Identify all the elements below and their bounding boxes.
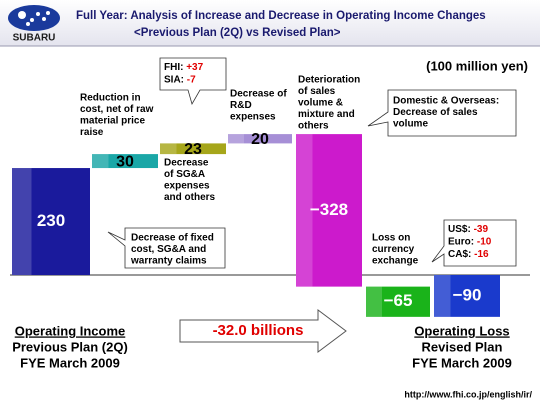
bar-shade [160,143,177,155]
callout-value: +37 [186,62,203,73]
callout [159,57,227,106]
right-label: FYE March 2009 [412,355,512,370]
callout-value: -16 [474,249,489,260]
bar [12,168,90,275]
callout [367,89,517,137]
bar [160,143,226,155]
value-label: 20 [251,131,269,148]
bar-shade [92,154,109,169]
footer: http://www.fhi.co.jp/english/ir/ [404,389,532,399]
callout-text: FHI: +37 [164,62,204,73]
callout-value: -10 [477,236,492,247]
callout-text: cost, SG&A and [131,244,206,255]
category-label: Decrease of [230,89,287,100]
callout-text: warranty claims [130,256,207,267]
category-label: expenses [164,181,210,192]
bar-shade [228,134,244,144]
callout-text: Decrease of sales [393,107,478,118]
category-label: Loss on [372,233,410,244]
bar-shade [434,275,451,317]
unit: (100 million yen) [426,58,528,73]
logo-mark [8,5,60,31]
value-label: 23 [184,141,202,158]
callout-text: US$: -39 [448,224,488,235]
callout-text: Decrease of fixed [131,233,214,244]
category-label: and others [164,192,216,203]
category-label: of sales [298,86,336,97]
bar [366,286,430,317]
callout-text: Euro: -10 [448,236,492,247]
subtitle: <Previous Plan (2Q) vs Revised Plan> [134,27,341,39]
callout-text: SIA: -7 [164,74,196,85]
left-label: FYE March 2009 [20,355,120,370]
value-label: −65 [384,291,413,310]
left-label: Previous Plan (2Q) [12,339,128,354]
category-label: Reduction in [80,93,141,104]
value-label: −90 [453,285,482,304]
left-label: Operating Income [15,323,126,338]
category-label: others [298,121,329,132]
bar [434,275,500,317]
callout-value: -7 [187,74,196,85]
header-band [0,0,540,46]
right-label: Operating Loss [414,323,509,338]
category-label: raise [80,127,104,138]
category-label: Deterioration [298,75,360,86]
value-label: 230 [37,211,65,230]
category-label: volume & [298,98,343,109]
callout-key: CA$: [448,249,474,260]
category-label: R&D [230,100,252,111]
callout-text: volume [393,119,428,130]
logo-stars [18,11,50,26]
callout [107,227,226,269]
category-label: material price [80,116,145,127]
bar-shade [12,168,32,275]
callout-key: SIA: [164,74,187,85]
bar [228,134,292,144]
bar [296,134,362,287]
bar-shade [296,134,313,287]
callout-text: Domestic & Overseas: [393,96,499,107]
category-label: exchange [372,256,419,267]
category-label: mixture and [298,109,355,120]
bar-shade [366,286,382,317]
right-label: Revised Plan [422,339,503,354]
callout-key: Euro: [448,236,477,247]
arrow-text: -32.0 billions [213,322,304,339]
category-label: cost, net of raw [80,104,154,115]
logo-text: SUBARU [13,33,56,44]
callout [431,219,517,267]
bar [92,154,158,169]
category-label: currency [372,244,415,255]
callout-key: US$: [448,224,474,235]
value-label: −328 [310,200,348,219]
arrow [179,309,347,353]
callout-text: CA$: -16 [448,249,489,260]
callout-key: FHI: [164,62,186,73]
category-label: expenses [230,112,276,123]
callout-value: -39 [474,224,489,235]
category-label: Decrease [164,158,209,169]
category-label: of SG&A [164,169,205,180]
value-label: 30 [116,153,134,170]
title: Full Year: Analysis of Increase and Decr… [76,10,486,22]
